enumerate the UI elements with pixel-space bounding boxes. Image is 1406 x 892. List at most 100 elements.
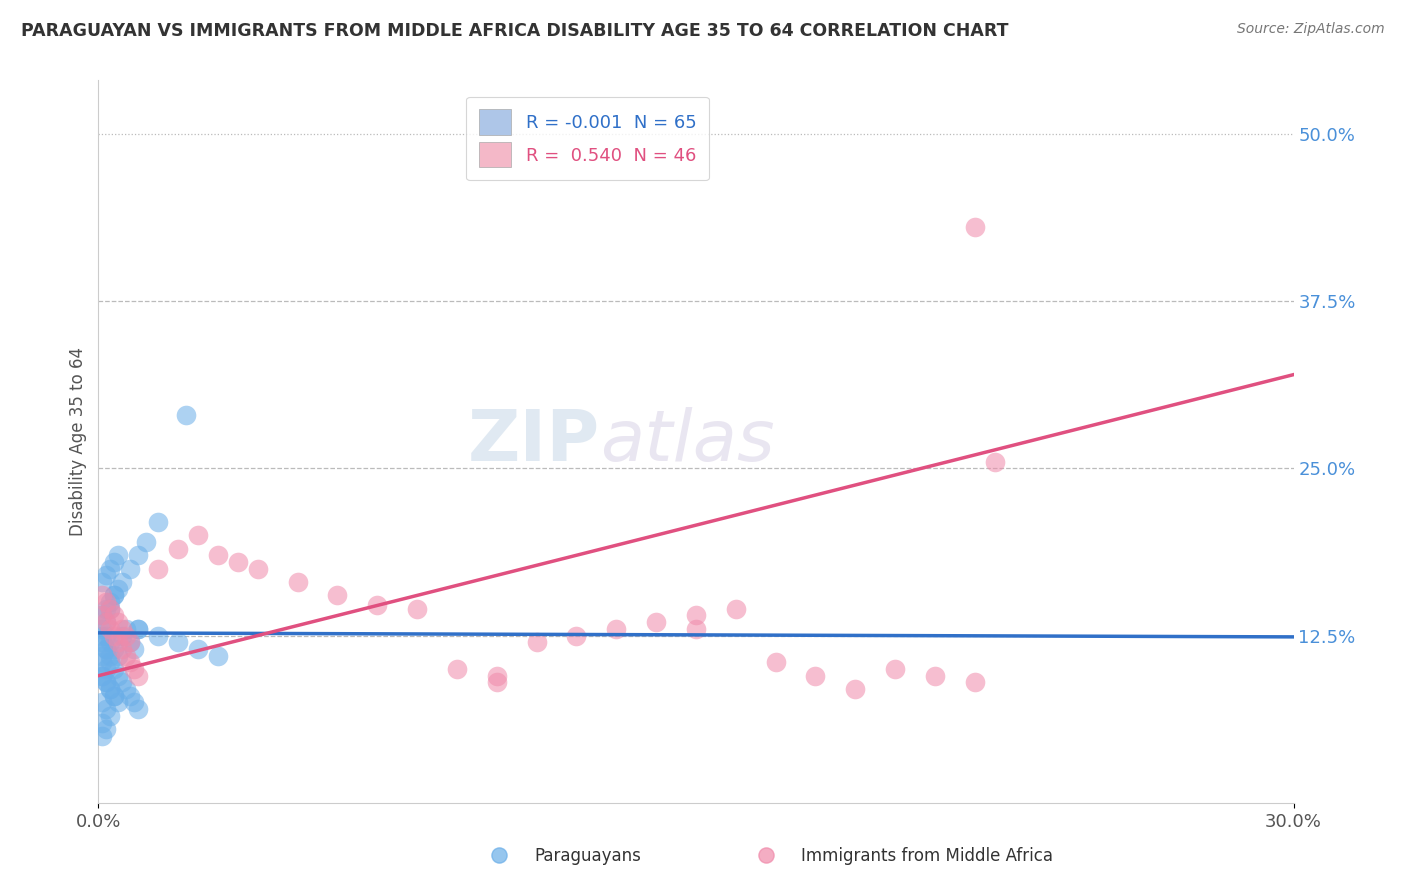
- Point: [96, 675, 118, 690]
- Point: [111, 622, 134, 636]
- Point: [685, 622, 707, 636]
- Point: [963, 220, 986, 235]
- Point: [526, 635, 548, 649]
- Point: [103, 589, 125, 603]
- Point: [120, 655, 142, 669]
- Point: [98, 562, 122, 576]
- Text: Source: ZipAtlas.com: Source: ZipAtlas.com: [1237, 22, 1385, 37]
- Point: [107, 669, 129, 683]
- Point: [91, 655, 114, 669]
- Point: [446, 662, 468, 676]
- Point: [485, 675, 508, 690]
- Point: [115, 681, 138, 696]
- Point: [963, 675, 986, 690]
- Point: [120, 635, 142, 649]
- Point: [167, 541, 190, 556]
- Point: [804, 669, 827, 683]
- Point: [406, 602, 429, 616]
- Point: [96, 595, 118, 609]
- Point: [91, 575, 114, 590]
- Point: [103, 689, 125, 703]
- Point: [103, 642, 125, 657]
- Point: [755, 847, 778, 862]
- Point: [984, 455, 1007, 469]
- Point: [96, 615, 118, 630]
- Point: [135, 534, 157, 549]
- Text: Immigrants from Middle Africa: Immigrants from Middle Africa: [801, 847, 1053, 865]
- Point: [226, 555, 249, 569]
- Point: [120, 635, 142, 649]
- Point: [127, 548, 149, 563]
- Point: [111, 675, 134, 690]
- Point: [98, 681, 122, 696]
- Point: [287, 575, 309, 590]
- Point: [98, 602, 122, 616]
- Point: [120, 562, 142, 576]
- Point: [96, 675, 118, 690]
- Point: [187, 528, 209, 542]
- Point: [91, 696, 114, 710]
- Point: [246, 562, 269, 576]
- Point: [127, 669, 149, 683]
- Point: [98, 595, 122, 609]
- Point: [326, 589, 349, 603]
- Point: [167, 635, 190, 649]
- Point: [103, 555, 125, 569]
- Point: [91, 589, 114, 603]
- Point: [924, 669, 946, 683]
- Point: [91, 608, 114, 623]
- Point: [187, 642, 209, 657]
- Point: [103, 662, 125, 676]
- Point: [98, 622, 122, 636]
- Point: [107, 582, 129, 596]
- Point: [148, 515, 170, 529]
- Point: [124, 642, 146, 657]
- Point: [111, 628, 134, 642]
- Point: [96, 628, 118, 642]
- Point: [91, 729, 114, 743]
- Point: [98, 681, 122, 696]
- Point: [107, 696, 129, 710]
- Point: [488, 847, 510, 862]
- Point: [884, 662, 907, 676]
- Text: atlas: atlas: [600, 407, 775, 476]
- Point: [96, 642, 118, 657]
- Text: ZIP: ZIP: [468, 407, 600, 476]
- Point: [107, 635, 129, 649]
- Point: [96, 723, 118, 737]
- Point: [107, 648, 129, 663]
- Point: [645, 615, 668, 630]
- Point: [485, 669, 508, 683]
- Point: [724, 602, 747, 616]
- Point: [115, 628, 138, 642]
- Point: [127, 622, 149, 636]
- Y-axis label: Disability Age 35 to 64: Disability Age 35 to 64: [69, 347, 87, 536]
- Point: [565, 628, 588, 642]
- Point: [124, 696, 146, 710]
- Point: [115, 648, 138, 663]
- Point: [111, 642, 134, 657]
- Point: [685, 608, 707, 623]
- Point: [91, 669, 114, 683]
- Point: [174, 408, 197, 422]
- Point: [844, 681, 866, 696]
- Point: [765, 655, 787, 669]
- Point: [98, 708, 122, 723]
- Point: [120, 689, 142, 703]
- Point: [605, 622, 627, 636]
- Point: [96, 602, 118, 616]
- Point: [207, 548, 229, 563]
- Point: [148, 562, 170, 576]
- Point: [91, 648, 114, 663]
- Point: [96, 662, 118, 676]
- Point: [366, 598, 388, 612]
- Point: [103, 689, 125, 703]
- Text: Paraguayans: Paraguayans: [534, 847, 641, 865]
- Point: [111, 575, 134, 590]
- Point: [96, 615, 118, 630]
- Text: PARAGUAYAN VS IMMIGRANTS FROM MIDDLE AFRICA DISABILITY AGE 35 TO 64 CORRELATION : PARAGUAYAN VS IMMIGRANTS FROM MIDDLE AFR…: [21, 22, 1008, 40]
- Point: [103, 589, 125, 603]
- Point: [107, 615, 129, 630]
- Point: [91, 628, 114, 642]
- Point: [103, 608, 125, 623]
